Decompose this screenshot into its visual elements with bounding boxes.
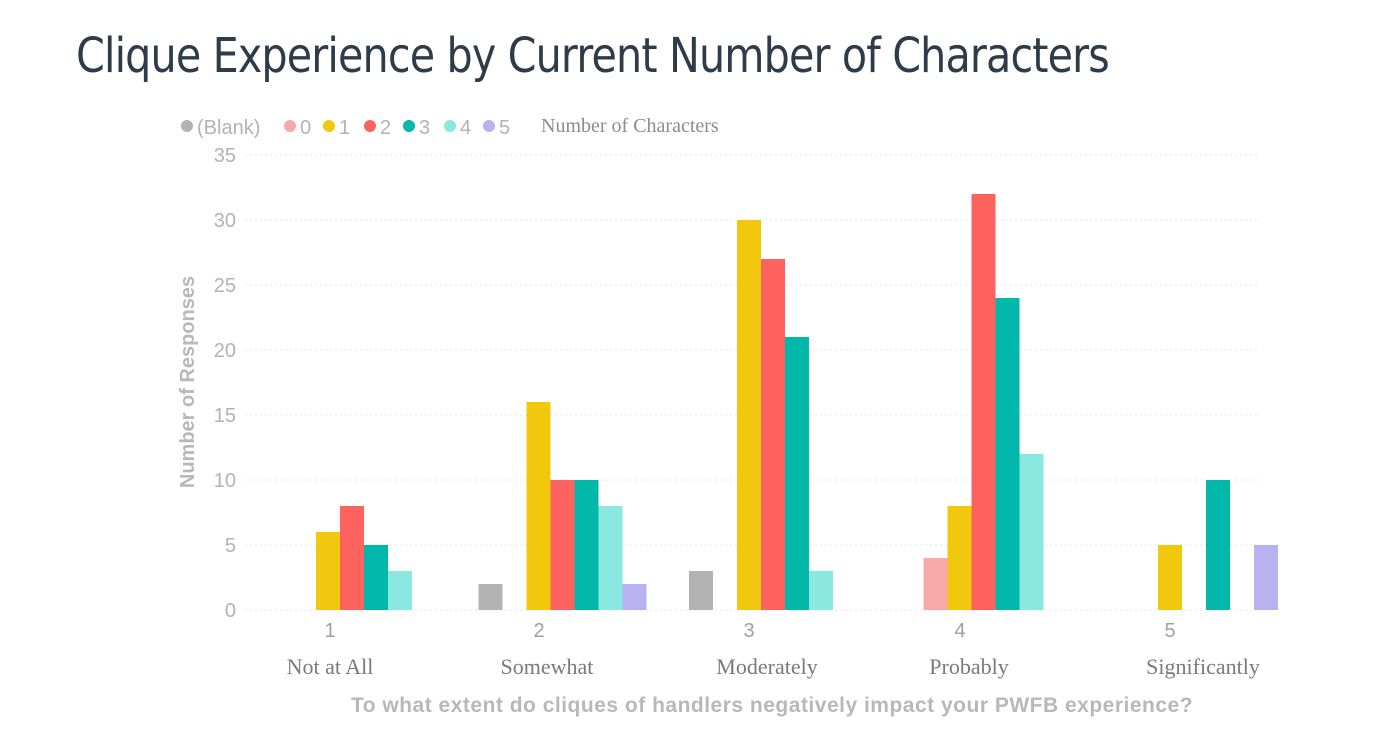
bar-5-series-1 bbox=[1158, 545, 1182, 610]
bar-3-series-4 bbox=[809, 571, 833, 610]
bar-2-series-4 bbox=[598, 506, 623, 610]
legend-marker bbox=[483, 120, 495, 132]
x-category-label: Somewhat bbox=[501, 654, 594, 679]
legend-entry: 5 bbox=[499, 117, 510, 139]
y-tick-label: 20 bbox=[214, 340, 236, 362]
bar-4-series-1 bbox=[947, 506, 972, 610]
bar-4-series-3 bbox=[995, 298, 1020, 610]
x-category-label: Not at All bbox=[287, 654, 374, 679]
y-axis-label: Number of Responses bbox=[177, 276, 199, 488]
legend-marker bbox=[323, 120, 335, 132]
bar-2-series-blank bbox=[478, 584, 503, 610]
bar-2-series-1 bbox=[526, 402, 551, 610]
bar-3-series-3 bbox=[785, 337, 809, 610]
y-tick-label: 30 bbox=[214, 210, 236, 232]
legend: (Blank) 0 1 2 3 4 5 Number of Characters bbox=[181, 115, 719, 139]
bar-2-series-3 bbox=[574, 480, 599, 610]
bar-1-series-2 bbox=[340, 506, 364, 610]
legend-entry: 0 bbox=[300, 117, 311, 139]
legend-marker bbox=[444, 120, 456, 132]
bar-1-series-4 bbox=[388, 571, 412, 610]
y-tick-label: 15 bbox=[214, 405, 236, 427]
bar-2-series-2 bbox=[550, 480, 575, 610]
bar-3-series-2 bbox=[761, 259, 785, 610]
y-axis-ticks: 0 5 10 15 20 25 30 35 bbox=[214, 145, 236, 622]
page-title: Clique Experience by Current Number of C… bbox=[76, 28, 1110, 84]
legend-marker bbox=[284, 120, 296, 132]
bar-3-series-1 bbox=[737, 220, 761, 610]
y-tick-label: 35 bbox=[214, 145, 236, 167]
y-tick-label: 10 bbox=[214, 470, 236, 492]
legend-marker bbox=[181, 120, 193, 132]
bar-5-series-3 bbox=[1206, 480, 1230, 610]
legend-title: Number of Characters bbox=[541, 115, 719, 137]
x-category-label: Moderately bbox=[716, 654, 817, 679]
bar-4-series-2 bbox=[971, 194, 996, 610]
y-tick-label: 0 bbox=[225, 600, 236, 622]
legend-entry: 1 bbox=[339, 117, 350, 139]
legend-entry: 4 bbox=[460, 117, 471, 139]
legend-marker bbox=[364, 120, 376, 132]
bar-1-series-1 bbox=[316, 532, 340, 610]
y-tick-label: 5 bbox=[225, 535, 236, 557]
x-category-label: Probably bbox=[929, 654, 1008, 679]
x-tick-label: 1 bbox=[324, 620, 335, 642]
bars bbox=[316, 194, 1278, 610]
bar-2-series-5 bbox=[622, 584, 647, 610]
x-tick-label: 3 bbox=[743, 620, 754, 642]
x-tick-label: 5 bbox=[1164, 620, 1175, 642]
bar-5-series-5 bbox=[1254, 545, 1278, 610]
x-tick-label: 2 bbox=[533, 620, 544, 642]
legend-entry: (Blank) bbox=[197, 117, 260, 139]
x-tick-label: 4 bbox=[954, 620, 965, 642]
x-axis-label: To what extent do cliques of handlers ne… bbox=[351, 694, 1193, 717]
x-axis-categories: 1 Not at All 2 Somewhat 3 Moderately 4 Probably… bbox=[287, 620, 1260, 679]
y-tick-label: 25 bbox=[214, 275, 236, 297]
legend-entry: 3 bbox=[419, 117, 430, 139]
bar-3-series-blank bbox=[689, 571, 713, 610]
legend-marker bbox=[403, 120, 415, 132]
bar-4-series-0 bbox=[923, 558, 948, 610]
bar-4-series-4 bbox=[1019, 454, 1044, 610]
x-category-label: Significantly bbox=[1146, 654, 1260, 679]
bar-1-series-3 bbox=[364, 545, 388, 610]
legend-entry: 2 bbox=[380, 117, 391, 139]
